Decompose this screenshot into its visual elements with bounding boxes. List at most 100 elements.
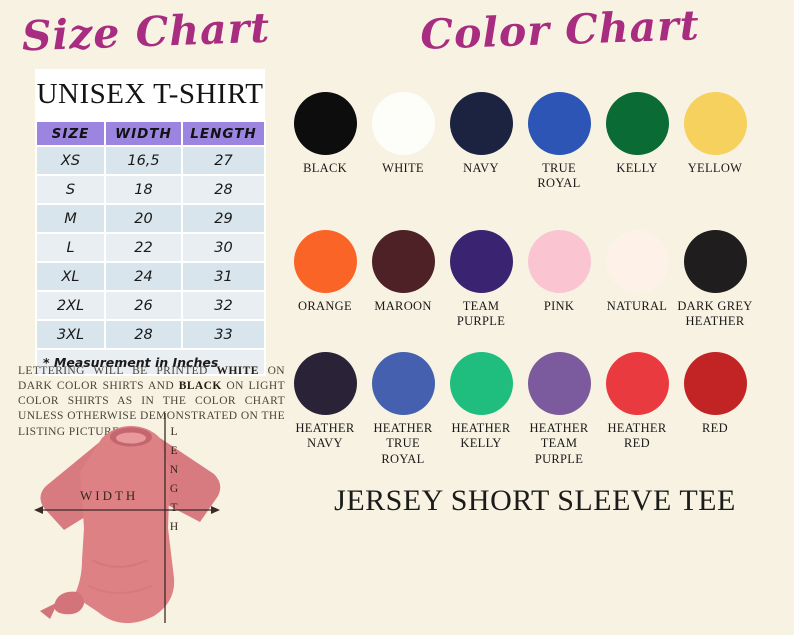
- table-row: M 20 29: [35, 203, 266, 234]
- printing-note: LETTERING WILL BE PRINTED WHITE ON DARK …: [18, 364, 285, 440]
- color-name: TRUE ROYAL: [537, 161, 581, 191]
- cell-length: 29: [181, 203, 266, 234]
- arrow-left-icon: [34, 506, 43, 514]
- measurement-footnote: * Measurement in Inches: [35, 348, 266, 376]
- note-text: LETTERING WILL BE PRINTED: [18, 364, 217, 377]
- color-option: MAROON: [364, 230, 442, 330]
- wrinkle: [91, 559, 149, 568]
- arrow-right-icon: [211, 506, 220, 514]
- cell-width: 24: [104, 261, 183, 292]
- tshirt-knot: [54, 591, 84, 615]
- cell-width: 22: [104, 232, 183, 263]
- tshirt-right-sleeve: [158, 438, 221, 522]
- cell-length: 32: [181, 290, 266, 321]
- color-swatch: [605, 230, 669, 293]
- note-bold-black: BLACK: [178, 379, 222, 392]
- cell-size: 3XL: [35, 319, 106, 350]
- cell-length: 33: [181, 319, 266, 350]
- cell-length: 31: [181, 261, 266, 292]
- color-name: TEAM PURPLE: [456, 299, 506, 329]
- color-swatch: [371, 92, 435, 155]
- color-option: HEATHER KELLY: [442, 352, 520, 467]
- tshirt-measurement-image: WIDTH LENGTH: [22, 410, 240, 635]
- color-option: TEAM PURPLE: [442, 230, 520, 330]
- color-swatch: [371, 352, 435, 415]
- color-row: ORANGE MAROON TEAM PURPLE PINK NATURAL D…: [286, 230, 754, 330]
- color-option: TRUE ROYAL: [520, 92, 598, 192]
- tshirt-collar-inner: [116, 432, 146, 444]
- color-name: NATURAL: [606, 299, 668, 313]
- table-row: XL 24 31: [35, 261, 266, 292]
- color-option: PINK: [520, 230, 598, 330]
- cell-size: L: [35, 232, 106, 263]
- color-name: BLACK: [303, 161, 347, 175]
- tshirt-illustration: [34, 413, 221, 624]
- size-table-header-size: SIZE: [35, 120, 106, 147]
- cell-length: 30: [181, 232, 266, 263]
- cell-size: XS: [35, 145, 106, 176]
- color-swatch: [449, 92, 513, 155]
- table-row: S 18 28: [35, 174, 266, 205]
- wrinkle: [87, 585, 153, 594]
- color-option: HEATHER TRUE ROYAL: [364, 352, 442, 467]
- cell-width: 16,5: [104, 145, 183, 176]
- color-name: HEATHER TRUE ROYAL: [373, 421, 433, 466]
- size-chart-title: Size Chart: [21, 3, 271, 61]
- size-chart-subtitle-box: UNISEX T-SHIRT: [35, 69, 265, 120]
- color-option: KELLY: [598, 92, 676, 192]
- color-name: HEATHER TEAM PURPLE: [529, 421, 589, 466]
- length-label: LENGTH: [168, 426, 180, 540]
- color-swatch: [683, 352, 747, 415]
- color-name: ORANGE: [298, 299, 352, 313]
- color-swatch: [371, 230, 435, 293]
- size-table-header-row: SIZE WIDTH LENGTH: [35, 120, 266, 147]
- cell-width: 20: [104, 203, 183, 234]
- color-swatch: [293, 352, 357, 415]
- cell-width: 18: [104, 174, 183, 205]
- color-option: DARK GREY HEATHER: [676, 230, 754, 330]
- color-swatch: [293, 92, 357, 155]
- color-name: HEATHER NAVY: [295, 421, 355, 451]
- color-row: HEATHER NAVY HEATHER TRUE ROYAL HEATHER …: [286, 352, 754, 467]
- color-swatch: [527, 352, 591, 415]
- color-name: YELLOW: [687, 161, 743, 175]
- width-label: WIDTH: [80, 488, 139, 503]
- color-swatch: [527, 230, 591, 293]
- cell-size: M: [35, 203, 106, 234]
- cell-width: 28: [104, 319, 183, 350]
- color-name: HEATHER RED: [607, 421, 667, 451]
- product-name: JERSEY SHORT SLEEVE TEE: [334, 484, 736, 517]
- table-footnote-row: * Measurement in Inches: [35, 348, 266, 376]
- tshirt-body: [74, 426, 175, 624]
- cell-length: 27: [181, 145, 266, 176]
- color-option: BLACK: [286, 92, 364, 192]
- color-name: RED: [702, 421, 728, 435]
- size-table-header-length: LENGTH: [181, 120, 266, 147]
- note-text: ON LIGHT COLOR SHIRTS AS IN THE COLOR CH…: [18, 379, 285, 438]
- color-swatch: [683, 230, 747, 293]
- color-option: NAVY: [442, 92, 520, 192]
- color-option: NATURAL: [598, 230, 676, 330]
- table-row: 2XL 26 32: [35, 290, 266, 321]
- table-row: XS 16,5 27: [35, 145, 266, 176]
- size-table-header-width: WIDTH: [104, 120, 183, 147]
- cell-size: S: [35, 174, 106, 205]
- table-row: L 22 30: [35, 232, 266, 263]
- color-name: HEATHER KELLY: [451, 421, 511, 451]
- color-swatch: [605, 352, 669, 415]
- note-bold-white: WHITE: [216, 364, 259, 377]
- color-swatch: [683, 92, 747, 155]
- color-swatch: [293, 230, 357, 293]
- color-name: MAROON: [374, 299, 432, 313]
- cell-size: XL: [35, 261, 106, 292]
- color-row: BLACK WHITE NAVY TRUE ROYAL KELLY YELLOW: [286, 92, 754, 192]
- color-name: DARK GREY HEATHER: [677, 299, 753, 329]
- color-name: PINK: [543, 299, 575, 313]
- cell-width: 26: [104, 290, 183, 321]
- cell-length: 28: [181, 174, 266, 205]
- color-option: YELLOW: [676, 92, 754, 192]
- color-swatch: [605, 92, 669, 155]
- color-swatch: [449, 230, 513, 293]
- size-table: SIZE WIDTH LENGTH XS 16,5 27 S 18 28 M 2…: [35, 120, 266, 376]
